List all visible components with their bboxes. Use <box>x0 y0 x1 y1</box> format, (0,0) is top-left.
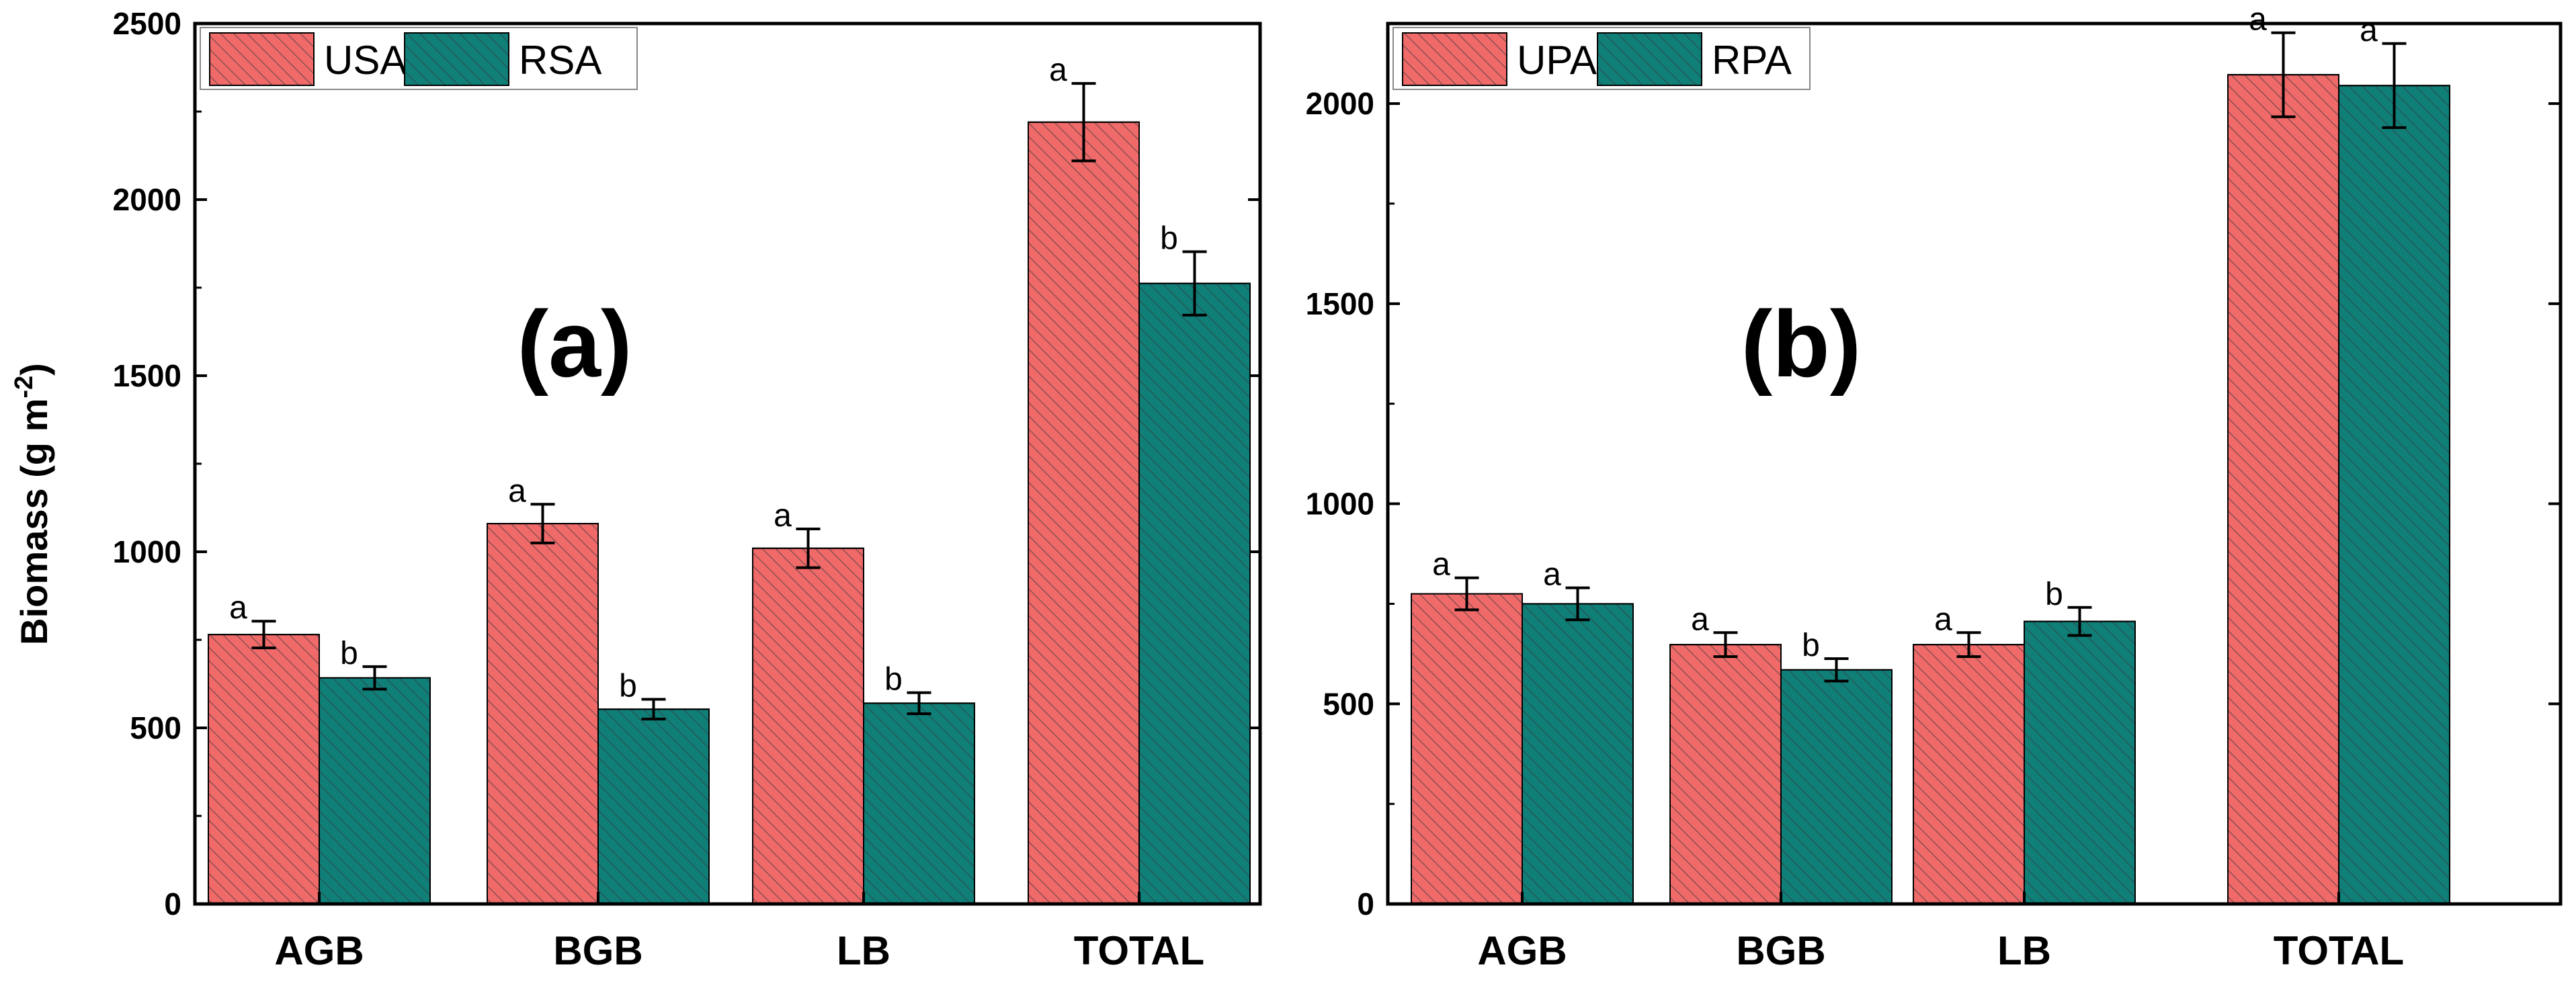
bar-hatch <box>1913 644 2025 905</box>
significance-letter: a <box>229 590 247 626</box>
significance-labels-a: a b a b a b a b <box>229 52 1178 704</box>
bar-hatch <box>2227 74 2339 905</box>
legend-swatch-hatch <box>209 32 315 86</box>
significance-letter: b <box>2045 577 2063 612</box>
bar-hatch <box>1780 669 1893 905</box>
y-tick-label: 2000 <box>1306 86 1374 121</box>
significance-letter: a <box>1049 52 1067 88</box>
significance-letter: a <box>2249 2 2267 38</box>
bar-hatch <box>487 523 599 905</box>
x-tick-label: BGB <box>1736 928 1825 973</box>
significance-letter: b <box>1802 628 1820 663</box>
y-tick-label: 1000 <box>113 534 181 569</box>
y-axis-ticks-a: 0 500 1000 1500 2000 2500 <box>113 6 1260 921</box>
category-labels-a: AGB BGB LB TOTAL <box>274 892 1204 973</box>
error-bars-b <box>1454 31 2407 683</box>
bar-hatch <box>1138 282 1251 905</box>
bar-hatch <box>1028 121 1140 905</box>
bar-hatch <box>863 702 975 905</box>
significance-letter: b <box>619 669 637 704</box>
y-axis-title-text: Biomass (g m <box>13 399 55 645</box>
bar-hatch <box>1522 603 1634 905</box>
y-axis-title-close: ) <box>13 363 55 376</box>
significance-letter: a <box>2360 13 2378 48</box>
plot-frame-a <box>193 22 1262 906</box>
legend-label-rsa: RSA <box>519 38 601 83</box>
bar-hatch <box>1669 644 1782 905</box>
bar-hatch <box>752 547 864 905</box>
bar-hatch <box>1411 593 1523 905</box>
significance-letter: a <box>1543 557 1561 593</box>
y-tick-label: 0 <box>164 886 181 921</box>
category-labels-b: AGB BGB LB TOTAL <box>1477 892 2404 973</box>
significance-letter: a <box>508 473 526 509</box>
bars-b <box>1411 74 2450 905</box>
error-bars-a <box>251 82 1207 720</box>
x-tick-label: TOTAL <box>1074 928 1204 973</box>
legend-label-usa: USA <box>324 38 407 83</box>
y-tick-label: 500 <box>130 710 181 745</box>
legend-label-rpa: RPA <box>1712 38 1792 83</box>
y-tick-label: 0 <box>1357 886 1374 921</box>
significance-letter: a <box>1934 602 1952 637</box>
significance-letter: b <box>340 636 358 671</box>
significance-letter: a <box>774 498 792 534</box>
panel-label-a: (a) <box>517 291 632 397</box>
legend-swatch-hatch <box>404 32 509 86</box>
bar-hatch <box>597 708 710 905</box>
panel-label-b: (b) <box>1741 291 1862 397</box>
significance-letter: b <box>884 662 903 698</box>
x-tick-label: AGB <box>274 928 364 973</box>
significance-letter: a <box>1432 547 1450 583</box>
legend-swatch-hatch <box>1402 32 1507 86</box>
bar-hatch <box>2338 85 2450 905</box>
legend-swatch-hatch <box>1597 32 1702 86</box>
significance-letter: a <box>1691 602 1709 637</box>
y-tick-label: 2500 <box>113 6 181 41</box>
legend-label-upa: UPA <box>1517 38 1597 83</box>
plot-frame-b <box>1386 22 2563 906</box>
y-tick-label: 500 <box>1323 686 1374 721</box>
y-tick-label: 2000 <box>113 182 181 217</box>
y-axis-title-a: Biomass (g m-2) <box>10 363 55 645</box>
significance-labels-b: a a a b a b a a <box>1432 2 2378 663</box>
x-tick-label: BGB <box>553 928 642 973</box>
bar-hatch <box>319 677 431 905</box>
bars-a <box>208 121 1251 905</box>
y-tick-label: 1500 <box>1306 286 1374 321</box>
bar-hatch <box>208 634 320 905</box>
y-tick-label: 1500 <box>113 358 181 393</box>
x-tick-label: LB <box>837 928 890 973</box>
x-tick-label: LB <box>1997 928 2051 973</box>
chart-panel-a: 0 500 1000 1500 2000 2500 a b a b a b a b AGB BGB LB TO… <box>10 6 1262 973</box>
y-axis-title-superscript: -2 <box>10 376 38 399</box>
significance-letter: b <box>1160 221 1178 257</box>
x-tick-label: TOTAL <box>2274 928 2404 973</box>
y-tick-label: 1000 <box>1306 487 1374 522</box>
x-tick-label: AGB <box>1477 928 1567 973</box>
legend-a: USA RSA <box>200 27 638 90</box>
legend-b: UPA RPA <box>1393 27 1811 90</box>
bar-hatch <box>2024 620 2136 905</box>
